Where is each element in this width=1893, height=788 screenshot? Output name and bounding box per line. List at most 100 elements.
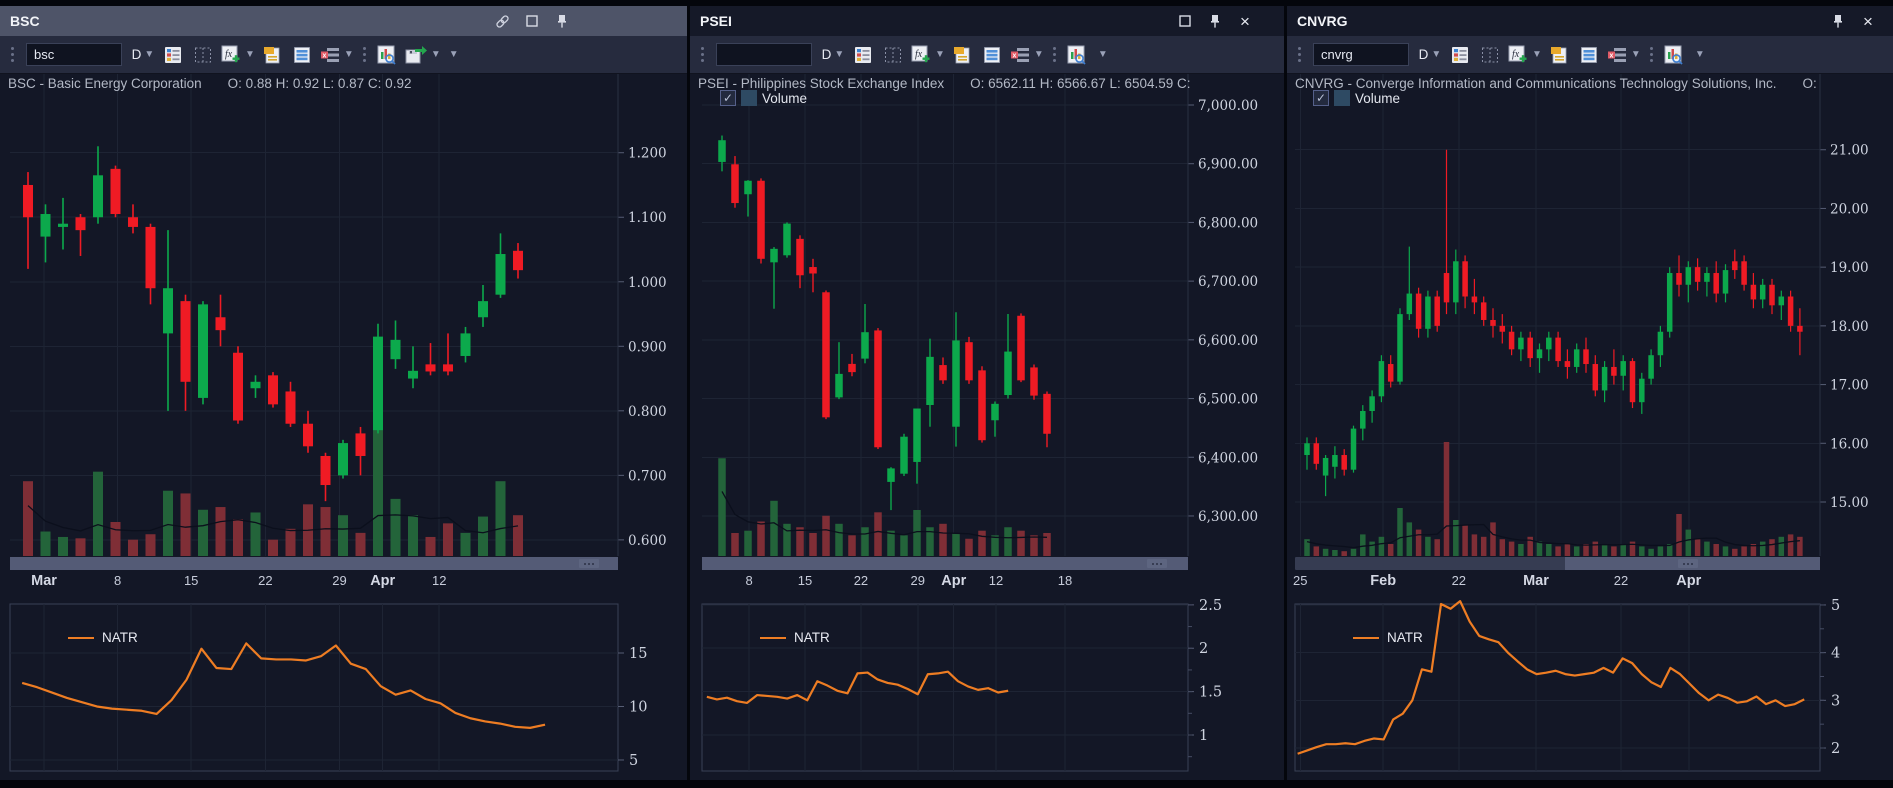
note-icon[interactable] <box>259 41 285 69</box>
svg-text:6,600.00: 6,600.00 <box>1198 333 1258 349</box>
toolbar-drag-grip[interactable] <box>697 44 707 66</box>
parameters-icon[interactable] <box>289 41 315 69</box>
natr-indicator-pane[interactable]: NATR 5 4 3 2 <box>1287 598 1893 776</box>
chart-list-icon[interactable] <box>1447 41 1473 69</box>
volume-checkbox[interactable]: ✓ <box>1313 90 1329 106</box>
scrollbar-grip[interactable] <box>1677 559 1698 568</box>
symbol-input[interactable] <box>26 43 122 66</box>
pin-icon[interactable] <box>1200 9 1230 33</box>
toolbar-overflow-caret[interactable]: ▼ <box>448 49 459 60</box>
window-titlebar[interactable]: BSC <box>0 6 687 36</box>
chart-list-icon[interactable] <box>160 41 186 69</box>
parameters-icon[interactable] <box>1576 41 1602 69</box>
svg-text:1.5: 1.5 <box>1199 685 1222 701</box>
chart-scrollbar[interactable] <box>702 557 1188 570</box>
svg-text:6,800.00: 6,800.00 <box>1198 215 1258 231</box>
symbol-input[interactable] <box>716 43 812 66</box>
chart-scrollbar[interactable] <box>10 557 618 570</box>
window-titlebar[interactable]: CNVRG × <box>1287 6 1893 36</box>
note-icon[interactable] <box>1546 41 1572 69</box>
natr-chart[interactable]: 5 4 3 2 <box>1287 598 1893 776</box>
price-chart[interactable]: 7,000.00 6,900.00 6,800.00 6,700.00 6,600.00… <box>690 74 1284 556</box>
svg-text:16.00: 16.00 <box>1830 436 1869 452</box>
svg-text:17.00: 17.00 <box>1830 378 1869 394</box>
delete-list-icon[interactable]: x ▼ <box>1010 47 1044 62</box>
svg-text:18.00: 18.00 <box>1830 319 1869 335</box>
interval-dropdown[interactable]: D ▼ <box>131 47 155 62</box>
toolbar-overflow-caret[interactable]: ▼ <box>1694 49 1705 60</box>
chart-window-bsc: BSC D▼ fx▼ x▼ ▼ ▼ BSC - Basic Energy Cor… <box>0 6 687 780</box>
window-titlebar[interactable]: PSEI × <box>690 6 1284 36</box>
ohlc-info-line: CNVRG - Converge Information and Communi… <box>1295 76 1817 91</box>
chart-list-icon[interactable] <box>850 41 876 69</box>
layout-grid-icon[interactable] <box>190 41 216 69</box>
maximize-icon[interactable] <box>517 9 547 33</box>
svg-text:10: 10 <box>629 699 647 715</box>
toolbar-overflow-caret[interactable]: ▼ <box>1097 49 1108 60</box>
interval-dropdown[interactable]: D ▼ <box>1418 47 1442 62</box>
explore-icon[interactable] <box>374 41 400 69</box>
volume-legend: ✓ Volume <box>1313 90 1400 106</box>
natr-chart[interactable]: 2.5 2 1.5 1 <box>690 598 1284 776</box>
fx-formula-icon[interactable]: fx ▼ <box>910 41 945 69</box>
svg-text:1: 1 <box>1199 728 1208 744</box>
pin-icon[interactable] <box>1823 9 1853 33</box>
price-chart-area[interactable]: BSC - Basic Energy Corporation O: 0.88 H:… <box>0 74 687 598</box>
layout-grid-icon[interactable] <box>1477 41 1503 69</box>
x-axis-tick-label: 15 <box>183 573 199 588</box>
toolbar-drag-grip[interactable] <box>1049 44 1059 66</box>
panel-splitter[interactable] <box>1284 0 1287 788</box>
explore-icon[interactable] <box>1064 41 1090 69</box>
x-axis-tick-label: 22 <box>1613 573 1629 588</box>
scrollbar-thumb[interactable] <box>10 557 618 570</box>
toolbar-drag-grip[interactable] <box>359 44 369 66</box>
svg-text:x: x <box>1609 52 1613 59</box>
x-axis-tick-label: Feb <box>1370 573 1397 589</box>
close-icon[interactable]: × <box>1863 11 1873 31</box>
natr-indicator-pane[interactable]: NATR 2.5 2 1.5 1 <box>690 598 1284 776</box>
link-icon[interactable] <box>487 9 517 33</box>
svg-text:2: 2 <box>1199 641 1208 657</box>
explore-icon[interactable] <box>1661 41 1687 69</box>
save-export-icon[interactable]: ▼ <box>404 41 441 69</box>
pin-icon[interactable] <box>547 9 577 33</box>
svg-text:2: 2 <box>1831 741 1840 757</box>
scrollbar-grip[interactable] <box>578 559 599 568</box>
volume-legend: ✓ Volume <box>720 90 807 106</box>
panel-splitter[interactable] <box>687 0 690 788</box>
toolbar-drag-grip[interactable] <box>7 44 17 66</box>
fx-formula-icon[interactable]: fx ▼ <box>220 41 255 69</box>
delete-list-icon[interactable]: x ▼ <box>320 47 354 62</box>
x-axis-tick-label: 25 <box>1293 573 1308 588</box>
svg-text:7,000.00: 7,000.00 <box>1198 98 1258 114</box>
fx-formula-icon[interactable]: fx ▼ <box>1507 41 1542 69</box>
volume-checkbox[interactable]: ✓ <box>720 90 736 106</box>
chart-scrollbar[interactable] <box>1295 557 1820 570</box>
svg-text:6,700.00: 6,700.00 <box>1198 274 1258 290</box>
layout-grid-icon[interactable] <box>880 41 906 69</box>
natr-chart[interactable]: 15 10 5 <box>0 598 687 776</box>
natr-indicator-pane[interactable]: NATR 15 10 5 <box>0 598 687 776</box>
toolbar-drag-grip[interactable] <box>1646 44 1656 66</box>
svg-text:0.900: 0.900 <box>628 339 667 355</box>
natr-line-swatch <box>1353 636 1379 639</box>
price-chart-area[interactable]: PSEI - Philippines Stock Exchange Index O… <box>690 74 1284 598</box>
x-axis-tick-label: 22 <box>258 573 273 588</box>
delete-list-icon[interactable]: x ▼ <box>1607 47 1641 62</box>
svg-text:fx: fx <box>915 49 923 60</box>
price-chart[interactable]: 21.00 20.00 19.00 18.00 17.00 16.00 15.00 <box>1287 74 1893 556</box>
svg-text:5: 5 <box>1831 598 1840 614</box>
price-chart-area[interactable]: CNVRG - Converge Information and Communi… <box>1287 74 1893 598</box>
maximize-icon[interactable] <box>1170 9 1200 33</box>
close-icon[interactable]: × <box>1240 11 1250 31</box>
symbol-input[interactable] <box>1313 43 1409 66</box>
scrollbar-thumb[interactable] <box>702 557 1188 570</box>
toolbar-drag-grip[interactable] <box>1294 44 1304 66</box>
parameters-icon[interactable] <box>979 41 1005 69</box>
scrollbar-grip[interactable] <box>1146 559 1167 568</box>
price-chart[interactable]: 1.200 1.100 1.000 0.900 0.800 0.700 0.600 <box>0 74 687 556</box>
chart-toolbar: D▼ fx▼ x▼ ▼ ▼ <box>0 36 687 74</box>
note-icon[interactable] <box>949 41 975 69</box>
interval-dropdown[interactable]: D ▼ <box>821 47 845 62</box>
window-title: BSC <box>10 13 40 29</box>
